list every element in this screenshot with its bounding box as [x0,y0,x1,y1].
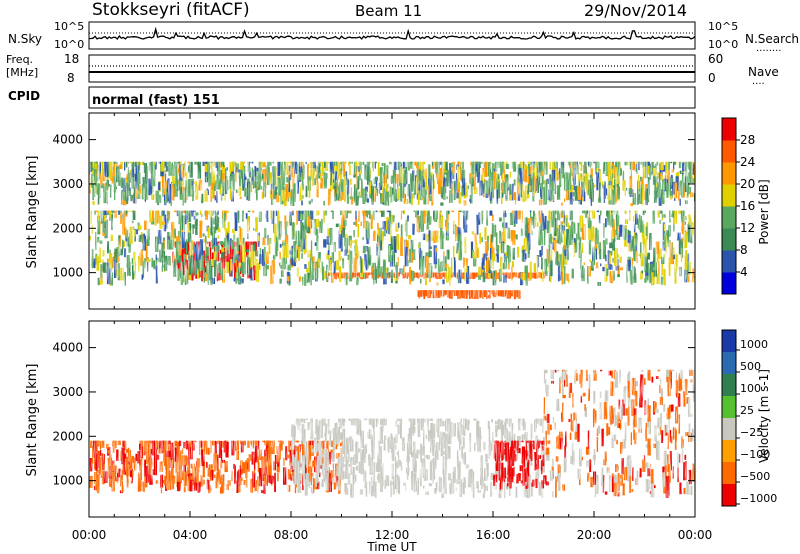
y-tick-label: 2000 [52,221,83,235]
power-speckle-mask [89,113,695,309]
cpid-label: CPID [8,89,40,103]
noise-trace [88,26,696,41]
nsky-label: N.Sky [8,32,42,46]
cpid-panel-frame [88,86,696,109]
freq-panel-frame [88,54,696,83]
velocity-scatter [89,321,695,517]
beam-label: Beam 11 [355,2,422,20]
power-scatter [89,113,695,309]
date-label: 29/Nov/2014 [584,1,687,20]
cpid-mode: normal (fast) 151 [92,93,220,108]
freq-label: Freq. [6,53,33,66]
freq-left-tick-top: 18 [64,52,79,66]
y-tick-label: 3000 [52,177,83,191]
noise-left-tick-top: 10^5 [54,20,84,33]
power-ylabel: Slant Range [km] [25,156,40,269]
nave-legend: .... [752,76,765,87]
y-tick-label: 1000 [52,266,83,280]
nave-label: Nave [748,65,779,79]
nsearch-label: N.Search [745,32,799,46]
noise-right-tick-bottom: 10^0 [708,38,738,51]
power-panel: 1000 2000 3000 4000 Slant Range [km] [25,112,696,310]
power-axes: 1000 2000 3000 4000 [52,113,696,309]
cpid-panel: CPID normal (fast) 151 [8,86,696,109]
freq-right-tick-bottom: 0 [708,71,716,85]
station-title: Stokkseyri (fitACF) [92,0,250,20]
frequency-panel: Freq. [MHz] 18 8 60 0 Nave .... [6,52,779,87]
noise-panel-frame [88,21,696,50]
noise-panel: N.Sky 10^5 10^0 10^5 10^0 N.Search .....… [8,20,799,54]
freq-left-tick-bottom: 8 [67,71,75,85]
nsearch-legend: ........ [756,43,781,54]
freq-unit-label: [MHz] [6,66,38,79]
noise-left-tick-bottom: 10^0 [54,38,84,51]
noise-right-tick-top: 10^5 [708,20,738,33]
y-tick-label: 4000 [52,133,83,147]
freq-right-tick-top: 60 [708,52,723,66]
